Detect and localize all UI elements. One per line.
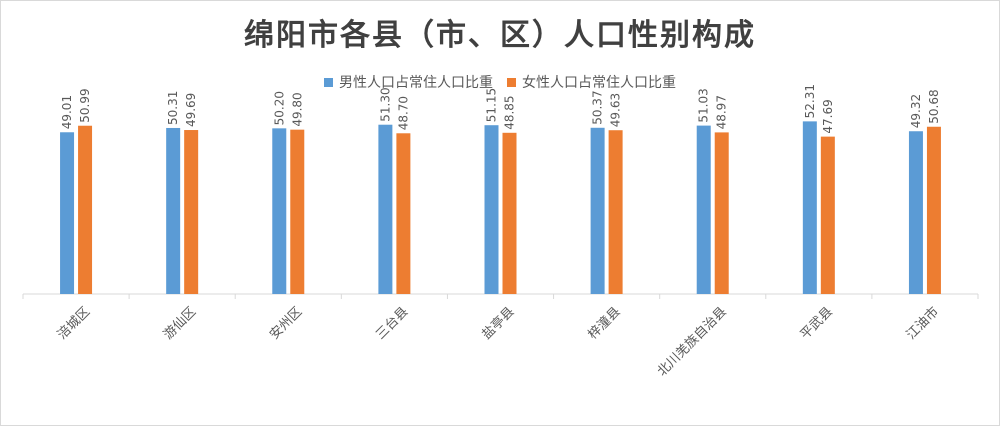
legend-label-female: 女性人口占常住人口比重: [522, 75, 676, 91]
bar-male: [378, 124, 393, 295]
data-label: 52.31: [803, 84, 817, 118]
data-label: 50.31: [166, 91, 180, 125]
bar-female: [290, 129, 305, 294]
bar-female: [714, 132, 729, 294]
bar-male: [272, 128, 287, 294]
data-label: 49.80: [290, 92, 304, 126]
bar-male: [484, 125, 499, 294]
legend-item-male: 男性人口占常住人口比重: [324, 72, 493, 92]
legend-label-male: 男性人口占常住人口比重: [339, 75, 493, 91]
bar-male: [696, 125, 711, 294]
legend-swatch-male: [324, 77, 333, 87]
data-label: 51.03: [697, 88, 711, 122]
x-tick-label: 安州区: [267, 304, 305, 342]
data-label: 49.32: [909, 94, 923, 128]
data-label: 48.70: [396, 96, 410, 130]
data-label: 50.37: [591, 90, 605, 124]
data-label: 50.20: [272, 91, 286, 125]
bar-female: [78, 125, 93, 294]
bar-male: [166, 127, 181, 295]
x-tick-label: 梓潼县: [585, 304, 624, 343]
bar-female: [396, 133, 411, 294]
bar-male: [908, 131, 923, 294]
legend-item-female: 女性人口占常住人口比重: [507, 72, 676, 92]
data-label: 49.63: [609, 93, 623, 127]
data-label: 50.99: [78, 88, 92, 122]
data-label: 50.68: [927, 89, 941, 123]
legend-swatch-female: [507, 77, 516, 87]
data-label: 49.69: [184, 93, 198, 127]
bar-female: [926, 126, 941, 294]
x-tick-label: 涪城区: [55, 304, 93, 342]
data-label: 48.97: [715, 95, 729, 129]
chart-legend: 男性人口占常住人口比重 女性人口占常住人口比重: [0, 72, 1000, 92]
data-label: 48.85: [503, 95, 517, 129]
bar-male: [802, 121, 817, 294]
x-tick-label: 盐亭县: [479, 304, 518, 343]
bar-male: [60, 132, 75, 294]
chart-title: 绵阳市各县（市、区）人口性别构成: [244, 18, 756, 53]
bar-female: [184, 130, 199, 294]
bar-male: [590, 127, 605, 295]
x-tick-label: 平武县: [798, 304, 836, 342]
x-tick-label: 三台县: [373, 304, 411, 342]
bar-female: [820, 136, 835, 294]
data-label: 47.69: [821, 99, 835, 133]
data-label: 51.30: [378, 87, 392, 121]
bar-female: [502, 132, 517, 294]
x-tick-label: 游仙区: [161, 304, 199, 342]
data-label: 49.01: [60, 95, 74, 129]
data-label: 51.15: [485, 88, 499, 122]
x-tick-label: 江油市: [903, 304, 942, 343]
x-tick-label: 北川羌族自治县: [654, 304, 730, 380]
bar-female: [608, 130, 623, 294]
